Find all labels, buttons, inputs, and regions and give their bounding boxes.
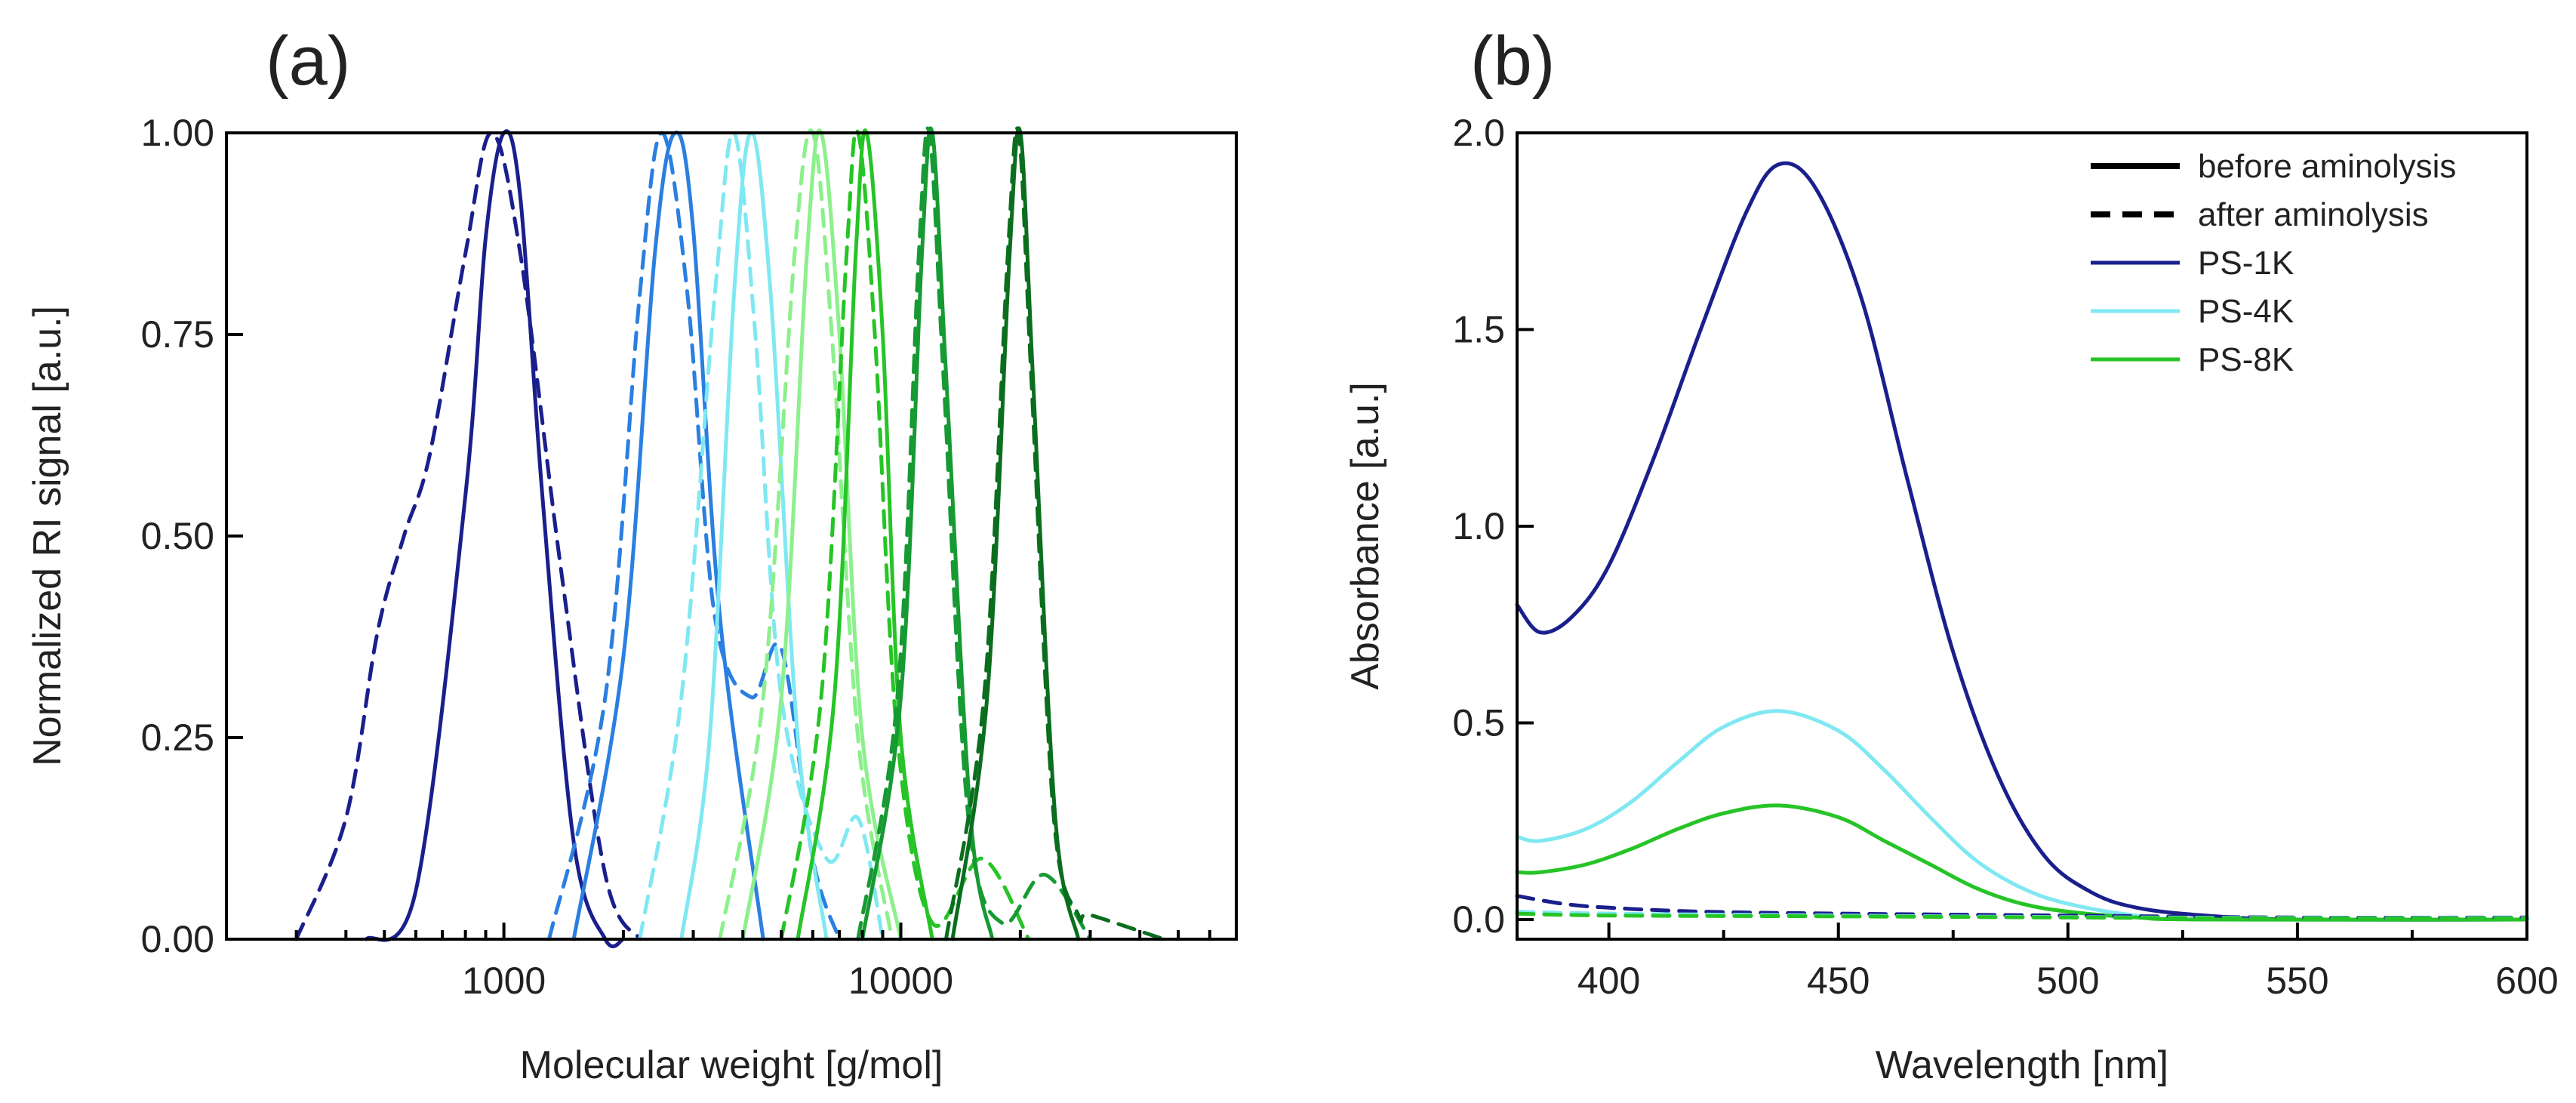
- x-tick-label: 600: [2495, 960, 2558, 1002]
- panel-a-ticks: 0.00 0.25 0.50 0.75 1.00 1000 10000: [141, 112, 1238, 1002]
- panel-a-xlabel: Molecular weight [g/mol]: [520, 1043, 943, 1087]
- y-tick-label: 1.5: [1452, 308, 1505, 350]
- legend-entry-label: before aminolysis: [2198, 148, 2456, 185]
- series-line-ps-8k-green-dashed-5: [1515, 911, 2529, 920]
- panel-a-ylabel: Normalized RI signal [a.u.]: [26, 306, 69, 766]
- panel-b-legend: before aminolysis after aminolysis PS-1K PS…: [2091, 148, 2456, 378]
- series-line-cyan-dashed-5: [638, 131, 885, 941]
- panel-b-ticks: 0.0 0.5 1.0 1.5 2.0 400 450 500 550 600: [1452, 112, 2558, 1002]
- series-line-green-dashed-9: [779, 128, 1031, 941]
- series-line-darkgreen-dashed-13: [944, 126, 1166, 941]
- legend-entry-label: after aminolysis: [2198, 196, 2429, 233]
- y-tick-label: 2.0: [1452, 112, 1505, 154]
- y-tick-label: 1.0: [1452, 505, 1505, 547]
- y-tick-label: 1.00: [141, 112, 214, 154]
- legend-entry-label: PS-8K: [2198, 341, 2294, 378]
- x-tick-label: 500: [2036, 960, 2099, 1002]
- x-tick-label: 10000: [848, 960, 953, 1002]
- panel-b-ylabel: Absorbance [a.u.]: [1343, 382, 1387, 690]
- series-line-ps-4k-cyan-solid-1: [1515, 709, 2529, 922]
- panel-b-frame: [1516, 131, 2528, 941]
- panel-b: (b) 0.0 0.5 1.0 1.5 2.0 400 450 500 550 600 Wavel…: [1343, 23, 2559, 1087]
- y-tick-label: 0.50: [141, 515, 214, 557]
- y-tick-label: 0.5: [1452, 701, 1505, 744]
- series-line-blue-dashed-3: [547, 131, 842, 941]
- series-line-midgreen-solid-10: [860, 126, 995, 941]
- y-tick-label: 0.75: [141, 313, 214, 356]
- series-line-blue-solid-2: [571, 130, 765, 941]
- panel-a-curves: [294, 126, 1166, 948]
- y-tick-label: 0.0: [1452, 898, 1505, 941]
- series-line-ps-1k-navy-solid-0: [1515, 161, 2529, 922]
- y-tick-label: 0.25: [141, 716, 214, 759]
- x-tick-label: 400: [1577, 960, 1640, 1002]
- legend-entry-label: PS-1K: [2198, 245, 2294, 282]
- x-tick-label: 1000: [462, 960, 546, 1002]
- x-tick-label: 450: [1807, 960, 1870, 1002]
- series-line-darkgreen-solid-12: [950, 126, 1081, 941]
- y-tick-label: 0.00: [141, 918, 214, 960]
- panel-a: (a) 0.00 0.25 0.50 0.75 1.00 1000 10000 Molecu…: [26, 23, 1238, 1087]
- series-line-midgreen-dashed-11: [856, 126, 1092, 941]
- legend-entry-label: PS-4K: [2198, 293, 2294, 330]
- panel-b-label: (b): [1470, 23, 1555, 100]
- x-tick-label: 550: [2266, 960, 2328, 1002]
- series-line-navy-dashed-1: [294, 131, 642, 941]
- panel-a-frame: [225, 131, 1238, 941]
- panel-a-label: (a): [266, 23, 350, 100]
- panel-b-xlabel: Wavelength [nm]: [1876, 1043, 2168, 1087]
- panel-b-curves: [1515, 161, 2529, 922]
